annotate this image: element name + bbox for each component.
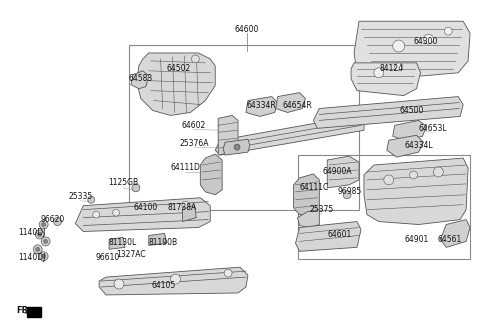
Text: 25335: 25335 bbox=[68, 192, 93, 201]
Polygon shape bbox=[313, 96, 463, 128]
Polygon shape bbox=[294, 174, 319, 215]
Circle shape bbox=[192, 55, 199, 63]
Text: 1327AC: 1327AC bbox=[116, 250, 146, 259]
Text: 1140DJ: 1140DJ bbox=[18, 253, 46, 262]
Circle shape bbox=[423, 34, 433, 44]
Circle shape bbox=[114, 279, 124, 289]
Text: 64502: 64502 bbox=[167, 64, 191, 73]
Polygon shape bbox=[109, 238, 125, 249]
Text: 64300: 64300 bbox=[413, 37, 438, 46]
Text: 81738A: 81738A bbox=[168, 203, 197, 212]
Circle shape bbox=[224, 269, 232, 277]
Circle shape bbox=[93, 211, 100, 218]
Text: 81130L: 81130L bbox=[109, 238, 137, 247]
Text: 1125GB: 1125GB bbox=[108, 178, 138, 187]
Text: 1140DJ: 1140DJ bbox=[18, 228, 46, 237]
Polygon shape bbox=[137, 53, 215, 116]
Polygon shape bbox=[387, 135, 423, 157]
Text: 96985: 96985 bbox=[338, 187, 362, 196]
Circle shape bbox=[409, 171, 418, 179]
Polygon shape bbox=[75, 198, 210, 232]
Circle shape bbox=[35, 230, 44, 239]
Bar bbox=[129, 45, 359, 210]
Circle shape bbox=[444, 27, 452, 35]
Polygon shape bbox=[440, 219, 470, 247]
Circle shape bbox=[234, 144, 240, 150]
Text: 84124: 84124 bbox=[380, 64, 404, 73]
Polygon shape bbox=[393, 120, 426, 140]
Polygon shape bbox=[351, 63, 420, 96]
Circle shape bbox=[88, 196, 95, 203]
Circle shape bbox=[42, 254, 46, 258]
Polygon shape bbox=[182, 206, 196, 221]
Circle shape bbox=[54, 218, 61, 225]
Circle shape bbox=[433, 167, 444, 177]
Circle shape bbox=[374, 68, 384, 78]
FancyBboxPatch shape bbox=[27, 307, 41, 317]
Polygon shape bbox=[296, 221, 361, 251]
Text: 96620: 96620 bbox=[40, 215, 65, 224]
Circle shape bbox=[39, 252, 48, 261]
Text: 25375: 25375 bbox=[309, 205, 334, 214]
Text: 64900A: 64900A bbox=[323, 167, 352, 176]
Text: 64334R: 64334R bbox=[247, 101, 276, 110]
Text: 64602: 64602 bbox=[181, 121, 205, 130]
Circle shape bbox=[44, 240, 48, 243]
Circle shape bbox=[41, 237, 50, 246]
Text: 96610: 96610 bbox=[96, 253, 120, 262]
Circle shape bbox=[393, 40, 405, 52]
Polygon shape bbox=[276, 93, 305, 113]
Circle shape bbox=[384, 175, 394, 185]
Circle shape bbox=[33, 245, 42, 254]
Circle shape bbox=[113, 209, 120, 216]
Text: 64334L: 64334L bbox=[404, 141, 433, 150]
Text: 64100: 64100 bbox=[133, 203, 158, 212]
Polygon shape bbox=[200, 154, 222, 195]
Polygon shape bbox=[298, 210, 319, 227]
Text: 64654R: 64654R bbox=[283, 101, 312, 110]
Circle shape bbox=[36, 247, 40, 251]
Polygon shape bbox=[149, 234, 167, 245]
Text: 64105: 64105 bbox=[152, 281, 176, 290]
Text: 81190B: 81190B bbox=[148, 238, 177, 247]
Text: 64601: 64601 bbox=[327, 230, 351, 239]
Circle shape bbox=[182, 201, 189, 208]
Text: 64111C: 64111C bbox=[300, 183, 329, 192]
Polygon shape bbox=[223, 139, 250, 155]
Text: FR.: FR. bbox=[16, 306, 32, 315]
Polygon shape bbox=[327, 156, 359, 188]
Polygon shape bbox=[218, 116, 238, 155]
Circle shape bbox=[395, 63, 403, 71]
Circle shape bbox=[132, 184, 140, 192]
Text: 64583: 64583 bbox=[129, 74, 153, 83]
Circle shape bbox=[39, 220, 48, 229]
Text: 64111D: 64111D bbox=[170, 164, 200, 172]
Circle shape bbox=[38, 233, 42, 237]
Text: 64901: 64901 bbox=[405, 235, 429, 244]
Polygon shape bbox=[246, 96, 278, 117]
Text: 64561: 64561 bbox=[437, 235, 461, 244]
Text: 64600: 64600 bbox=[235, 25, 259, 34]
Text: 64500: 64500 bbox=[399, 106, 424, 115]
Polygon shape bbox=[215, 116, 364, 155]
Circle shape bbox=[170, 274, 180, 284]
Polygon shape bbox=[131, 71, 149, 89]
Text: 25376A: 25376A bbox=[180, 139, 209, 148]
Bar bbox=[298, 155, 470, 259]
Circle shape bbox=[343, 191, 351, 199]
Polygon shape bbox=[99, 267, 248, 295]
Text: 64653L: 64653L bbox=[418, 124, 447, 133]
Circle shape bbox=[42, 222, 46, 226]
Polygon shape bbox=[364, 158, 468, 224]
Polygon shape bbox=[354, 21, 470, 79]
